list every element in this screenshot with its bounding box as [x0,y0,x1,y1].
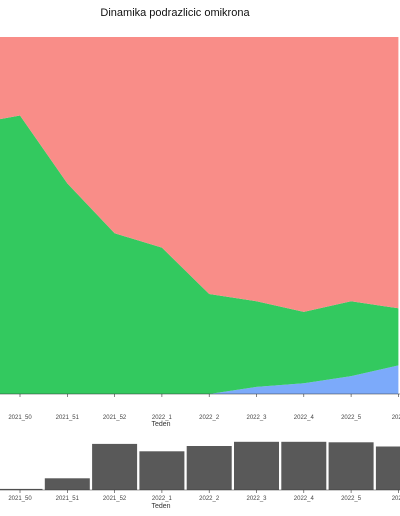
bar-x-tick-label: 2021_50 [8,496,32,502]
area-x-tick-label: 2021_51 [56,415,80,421]
area-x-axis-title: Teden [151,421,170,428]
bar-2022_3 [234,441,279,490]
area-x-tick-label: 2021_50 [8,415,32,421]
chart-title: Dinamika podrazlicic omikrona [100,7,250,19]
bar-x-ticks: 2021_50 2021_51 2021_52 2022_1 2022_2 2022_3 2… [8,490,400,502]
bar-x-tick-label: 2022_3 [246,496,267,502]
area-x-tick-label: 2022_5 [341,415,362,421]
bar-2021_51 [44,478,90,490]
bar-x-tick-label: 2022_1 [152,496,173,502]
bar-chart-panel: 2021_50 2021_51 2021_52 2022_1 2022_2 2022_3 2… [0,441,400,510]
bar-2022_2 [186,446,232,490]
bar-series-group [0,441,400,490]
bar-2021_50 [0,488,43,490]
area-x-tick-label: 2022_4 [294,415,315,421]
bar-x-axis-title: Teden [151,503,170,510]
area-x-tick-label: 2022_1 [152,415,173,421]
area-series-2 [0,115,399,394]
bar-2022_1 [139,451,185,490]
bar-x-tick-label: 2022_2 [199,496,220,502]
bar-2022_5 [328,442,374,490]
bar-x-tick-label: 2021_51 [56,496,80,502]
bar-2021_52 [92,443,138,490]
area-series-group [0,37,399,394]
bar-x-tick-label: 2022_5 [341,496,362,502]
area-series-1 [0,365,399,394]
bar-x-tick-label: 2021_52 [103,496,127,502]
area-x-tick-label: 2022_2 [199,415,220,421]
bar-x-tick-label: 2022_4 [294,496,315,502]
bar-x-tick-label: 2022 [392,496,400,502]
area-series-3 [0,37,399,312]
area-x-tick-label: 2022_3 [246,415,267,421]
area-x-tick-label: 2021_52 [103,415,127,421]
area-x-ticks: 2021_50 2021_51 2021_52 2022_1 2022_2 2022_3 2… [8,394,400,421]
area-chart-panel: 2021_50 2021_51 2021_52 2022_1 2022_2 2022_3 2… [0,37,400,428]
area-x-tick-label: 2022 [392,415,400,421]
bar-2022_6 [375,446,400,490]
bar-2022_4 [281,441,327,490]
